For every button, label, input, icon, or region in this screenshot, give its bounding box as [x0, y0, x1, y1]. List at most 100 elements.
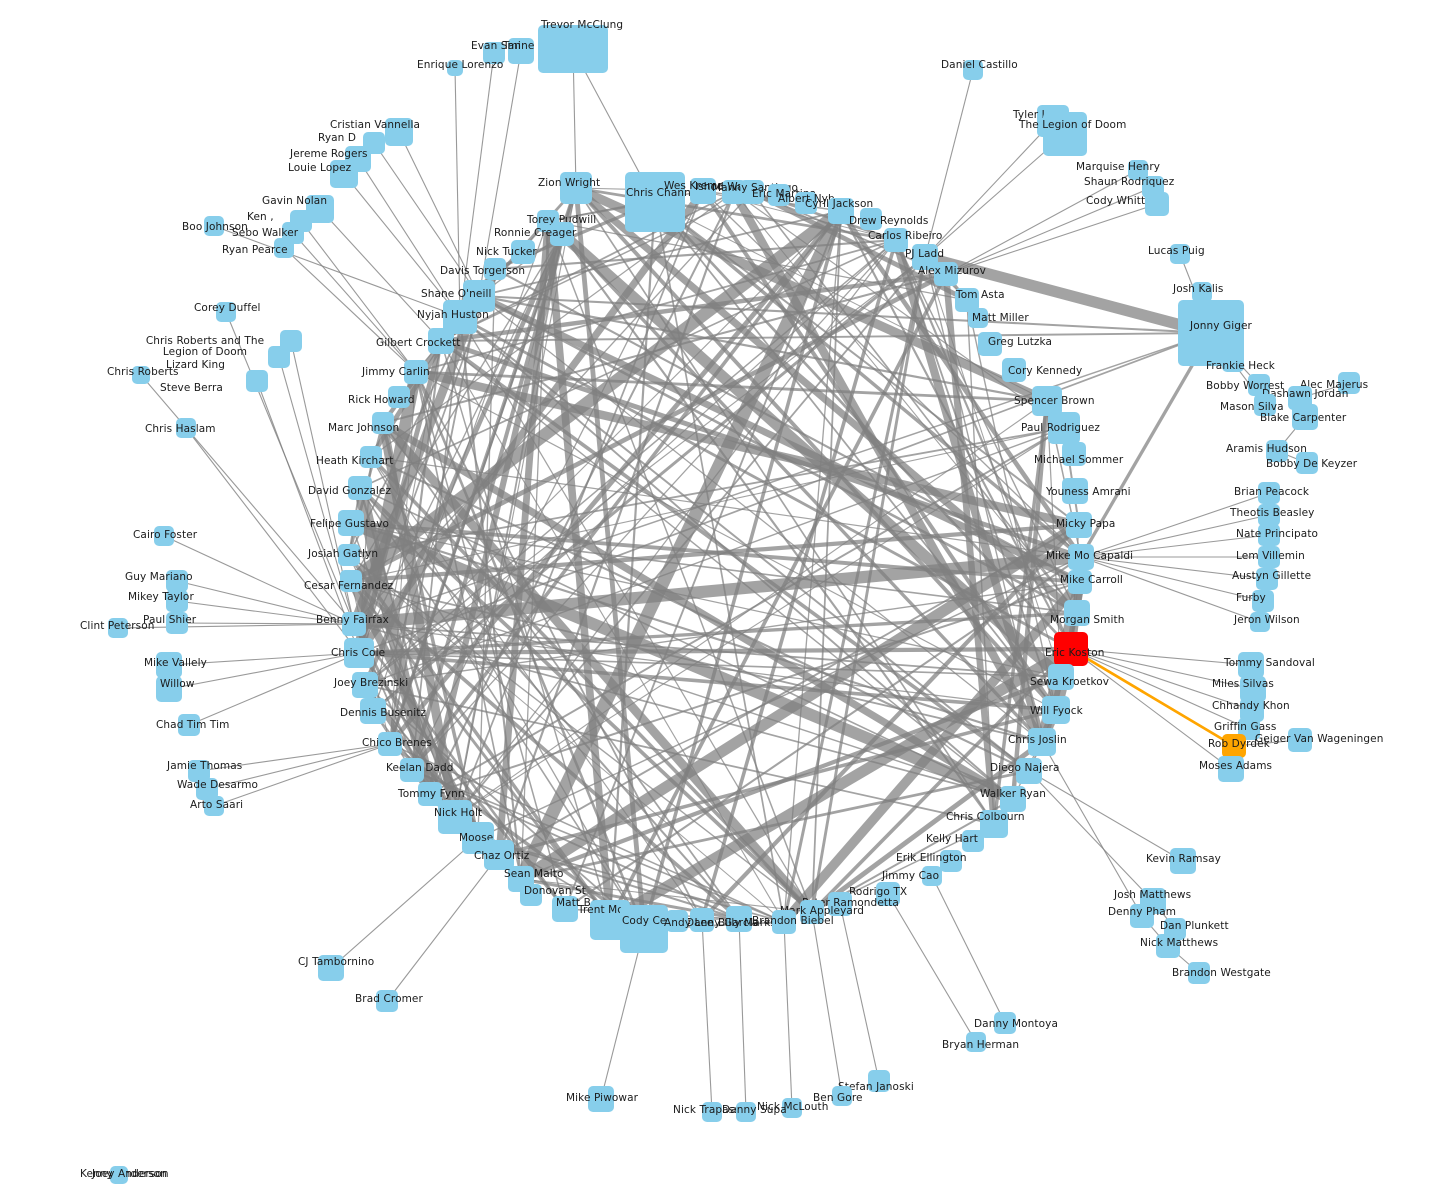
graph-node[interactable] [196, 778, 218, 800]
graph-node[interactable] [912, 244, 938, 270]
graph-node[interactable] [156, 652, 182, 678]
graph-node[interactable] [484, 258, 506, 280]
graph-node[interactable] [795, 192, 817, 214]
graph-node[interactable] [484, 840, 514, 870]
graph-node[interactable] [204, 216, 224, 236]
graph-node[interactable] [1222, 734, 1246, 758]
graph-node[interactable] [1028, 728, 1056, 756]
graph-node[interactable] [400, 758, 424, 782]
graph-node[interactable] [966, 1032, 986, 1052]
graph-node[interactable] [178, 714, 200, 736]
graph-node[interactable] [1258, 504, 1280, 526]
graph-node[interactable] [1170, 848, 1196, 874]
graph-node[interactable] [1068, 544, 1094, 570]
graph-node[interactable] [1292, 404, 1318, 430]
graph-node[interactable] [1048, 664, 1074, 690]
graph-node[interactable] [1258, 482, 1280, 504]
graph-node[interactable] [1032, 386, 1062, 416]
graph-node[interactable] [588, 1086, 614, 1112]
graph-node[interactable] [1066, 512, 1092, 538]
graph-node[interactable] [132, 366, 150, 384]
graph-node[interactable] [980, 810, 1008, 838]
graph-node[interactable] [690, 178, 716, 204]
graph-node[interactable] [1188, 962, 1210, 984]
graph-node[interactable] [994, 1012, 1016, 1034]
graph-node[interactable] [385, 118, 413, 146]
graph-node[interactable] [360, 698, 386, 724]
graph-node[interactable] [832, 1086, 852, 1106]
graph-node[interactable] [1128, 160, 1148, 180]
graph-node[interactable] [1192, 282, 1212, 302]
graph-node[interactable] [740, 180, 764, 204]
graph-node[interactable] [1258, 546, 1280, 568]
graph-node[interactable] [372, 412, 394, 434]
graph-node[interactable] [378, 732, 402, 756]
graph-node[interactable] [726, 906, 752, 932]
graph-node[interactable] [176, 418, 196, 438]
graph-node[interactable] [246, 370, 268, 392]
graph-node[interactable] [1218, 756, 1244, 782]
graph-node[interactable] [868, 1070, 890, 1092]
graph-node[interactable] [508, 38, 534, 64]
graph-node[interactable] [1043, 112, 1087, 156]
graph-node[interactable] [166, 612, 188, 634]
graph-node[interactable] [1258, 524, 1280, 546]
graph-node[interactable] [1054, 632, 1088, 666]
graph-node[interactable] [538, 25, 608, 73]
graph-node[interactable] [483, 42, 505, 64]
graph-node[interactable] [388, 386, 410, 408]
graph-node[interactable] [204, 796, 224, 816]
graph-node[interactable] [978, 332, 1002, 356]
graph-node[interactable] [666, 910, 688, 932]
graph-node[interactable] [112, 1166, 126, 1180]
graph-node[interactable] [560, 172, 592, 204]
graph-node[interactable] [1288, 728, 1312, 752]
graph-node[interactable] [968, 308, 988, 328]
graph-node[interactable] [1266, 440, 1288, 462]
graph-node[interactable] [876, 882, 900, 906]
graph-node[interactable] [768, 184, 790, 206]
graph-node[interactable] [348, 476, 372, 500]
graph-node[interactable] [782, 1098, 802, 1118]
graph-node[interactable] [1338, 372, 1360, 394]
graph-node[interactable] [552, 896, 578, 922]
graph-node[interactable] [342, 612, 366, 636]
graph-node[interactable] [338, 510, 364, 536]
graph-node[interactable] [511, 240, 535, 264]
graph-node[interactable] [736, 1102, 756, 1122]
graph-node[interactable] [1145, 192, 1169, 216]
graph-node[interactable] [1252, 590, 1274, 612]
graph-node[interactable] [1062, 478, 1088, 504]
graph-node[interactable] [772, 910, 796, 934]
graph-node[interactable] [1016, 758, 1042, 784]
graph-node[interactable] [1000, 786, 1026, 812]
graph-node[interactable] [318, 955, 344, 981]
graph-node[interactable] [1002, 358, 1026, 382]
graph-node[interactable] [1248, 374, 1270, 396]
graph-node[interactable] [922, 866, 942, 886]
graph-node[interactable] [340, 570, 362, 592]
graph-node[interactable] [274, 238, 294, 258]
graph-node[interactable] [108, 618, 128, 638]
graph-node[interactable] [166, 570, 188, 592]
graph-node[interactable] [884, 228, 908, 252]
graph-node[interactable] [154, 526, 174, 546]
graph-node[interactable] [352, 672, 378, 698]
graph-node[interactable] [702, 1102, 722, 1122]
graph-node[interactable] [1062, 442, 1086, 466]
graph-node[interactable] [828, 198, 854, 224]
graph-node[interactable] [376, 990, 398, 1012]
graph-node[interactable] [1250, 612, 1270, 632]
graph-node[interactable] [520, 884, 542, 906]
graph-node[interactable] [344, 638, 374, 668]
graph-node[interactable] [625, 172, 685, 232]
graph-node[interactable] [268, 346, 290, 368]
graph-node[interactable] [690, 908, 714, 932]
graph-node[interactable] [216, 302, 236, 322]
graph-node[interactable] [447, 60, 463, 76]
graph-node[interactable] [1240, 676, 1266, 702]
graph-node[interactable] [1042, 696, 1070, 724]
graph-node[interactable] [360, 446, 382, 468]
graph-node[interactable] [1068, 570, 1092, 594]
graph-node[interactable] [940, 850, 962, 872]
